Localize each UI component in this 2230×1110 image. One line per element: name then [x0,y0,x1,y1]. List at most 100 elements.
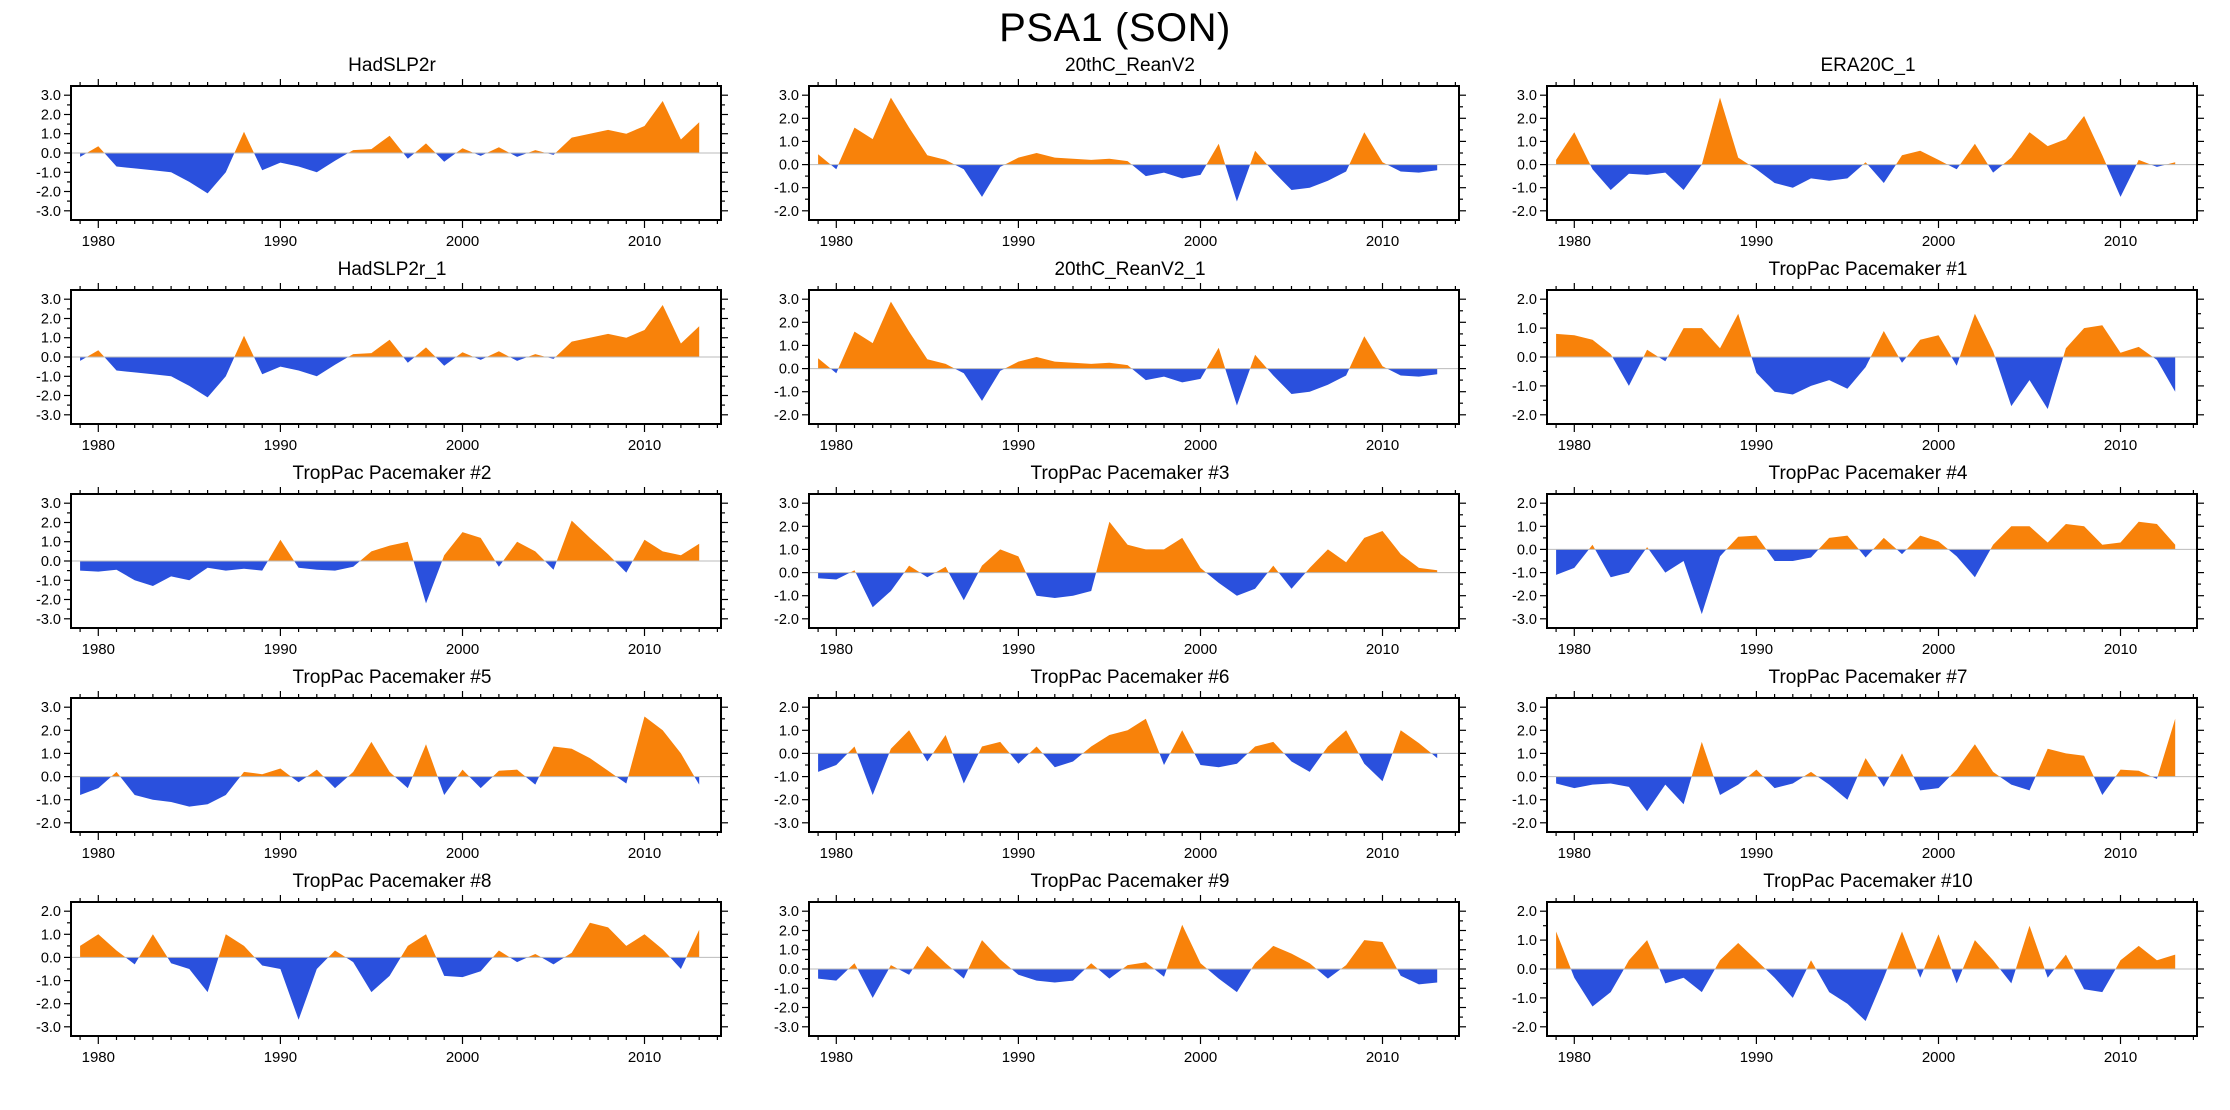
svg-text:1.0: 1.0 [779,134,799,150]
figure-title: PSA1 (SON) [999,6,1231,50]
chart-title: 20thC_ReanV2_1 [1054,259,1206,280]
figure: PSA1 (SON) HadSLP2r 1980 1990 2000 2010 3.0 2.… [0,6,2230,1071]
svg-text:2.0: 2.0 [41,516,61,532]
svg-text:-3.0: -3.0 [36,1020,61,1036]
svg-text:0.0: 0.0 [41,350,61,366]
plot-frame [70,493,722,629]
chart-panel: TropPac Pacemaker #10 1980 1990 2000 2010 2.0… [1495,869,2211,1071]
chart-panel: 20thC_ReanV2_1 1980 1990 2000 2010 3.0 2.0 1.0 0… [757,257,1473,459]
x-axis-ticks [1555,691,2195,840]
svg-text:1990: 1990 [1002,641,1035,658]
svg-text:2010: 2010 [628,845,661,862]
y-axis-labels: 3.0 2.0 1.0 0.0 -1.0 -2.0 -3.0 [36,88,61,220]
negative-area [80,957,700,1020]
y-axis-ticks [64,706,728,824]
svg-text:-3.0: -3.0 [36,408,61,424]
svg-text:1.0: 1.0 [1517,134,1537,150]
y-axis-labels: 3.0 2.0 1.0 0.0 -1.0 -2.0 [774,88,799,220]
chart-title: HadSLP2r [348,55,436,76]
svg-text:1990: 1990 [264,437,297,454]
chart-canvas: 1980 1990 2000 2010 3.0 2.0 1.0 0.0 -1.0 -2.0 [774,283,1466,454]
svg-text:-3.0: -3.0 [36,204,61,220]
svg-text:2010: 2010 [628,1049,661,1066]
svg-text:-3.0: -3.0 [1512,612,1537,628]
svg-text:2.0: 2.0 [1517,904,1537,920]
chart-canvas: 1980 1990 2000 2010 3.0 2.0 1.0 0.0 -1.0 -2.0 [36,691,728,862]
svg-text:1.0: 1.0 [779,338,799,354]
svg-text:2000: 2000 [1922,437,1955,454]
positive-area [818,521,1438,573]
chart-title: TropPac Pacemaker #6 [1030,667,1230,688]
charts-grid: HadSLP2r 1980 1990 2000 2010 3.0 2.0 1.0 0.0 -1.0… [0,53,2230,1071]
svg-text:-1.0: -1.0 [36,573,61,589]
svg-text:2000: 2000 [1184,233,1217,250]
svg-text:2010: 2010 [628,437,661,454]
svg-text:1.0: 1.0 [779,542,799,558]
svg-text:2.0: 2.0 [1517,111,1537,127]
x-axis-ticks [817,691,1457,840]
chart-title: ERA20C_1 [1820,55,1916,76]
svg-text:-2.0: -2.0 [1512,204,1537,220]
negative-area [1556,969,2176,1021]
svg-text:2000: 2000 [1922,845,1955,862]
plot-frame [808,85,1460,221]
svg-text:-1.0: -1.0 [774,770,799,786]
negative-area [1556,776,2176,812]
svg-text:-2.0: -2.0 [774,408,799,424]
svg-text:-2.0: -2.0 [1512,589,1537,605]
svg-text:1.0: 1.0 [1517,519,1537,535]
y-axis-ticks [802,298,1466,416]
x-axis-labels: 1980 1990 2000 2010 [820,845,1400,862]
svg-text:2010: 2010 [628,641,661,658]
svg-text:2.0: 2.0 [779,519,799,535]
y-axis-labels: 3.0 2.0 1.0 0.0 -1.0 -2.0 [1512,700,1537,832]
svg-text:1980: 1980 [82,845,115,862]
svg-text:-1.0: -1.0 [1512,991,1537,1007]
chart-canvas: 1980 1990 2000 2010 3.0 2.0 1.0 0.0 -1.0 -2.0 [774,487,1466,658]
svg-text:-1.0: -1.0 [36,974,61,990]
y-axis-labels: 2.0 1.0 0.0 -1.0 -2.0 [1512,292,1537,424]
svg-text:-2.0: -2.0 [1512,408,1537,424]
negative-area [1556,357,2176,409]
y-axis-labels: 3.0 2.0 1.0 0.0 -1.0 -2.0 -3.0 [36,496,61,628]
svg-text:1.0: 1.0 [41,535,61,551]
y-axis-labels: 3.0 2.0 1.0 0.0 -1.0 -2.0 -3.0 [774,904,799,1036]
svg-text:1990: 1990 [264,1049,297,1066]
plot-frame [808,901,1460,1037]
plot-frame [1546,493,2198,629]
svg-text:2000: 2000 [446,1049,479,1066]
svg-text:1.0: 1.0 [779,723,799,739]
chart-panel: ERA20C_1 1980 1990 2000 2010 3.0 2.0 1.0 0.0 -1.0… [1495,53,2211,255]
y-axis-labels: 2.0 1.0 0.0 -1.0 -2.0 -3.0 [36,904,61,1036]
svg-text:1.0: 1.0 [41,746,61,762]
svg-text:2000: 2000 [1184,437,1217,454]
plot-frame [1546,901,2198,1037]
svg-text:-1.0: -1.0 [1512,379,1537,395]
svg-text:-2.0: -2.0 [36,997,61,1013]
svg-text:1980: 1980 [82,437,115,454]
svg-text:0.0: 0.0 [1517,350,1537,366]
svg-text:-1.0: -1.0 [1512,181,1537,197]
positive-area [80,305,700,357]
svg-text:2.0: 2.0 [779,700,799,716]
chart-canvas: 1980 1990 2000 2010 3.0 2.0 1.0 0.0 -1.0 -2.0 -3.0 [36,487,728,658]
y-axis-ticks [64,910,728,1028]
svg-text:2010: 2010 [628,233,661,250]
negative-area [80,357,700,398]
chart-title: TropPac Pacemaker #9 [1030,871,1230,892]
svg-text:-2.0: -2.0 [36,185,61,201]
svg-text:1980: 1980 [820,437,853,454]
svg-text:-2.0: -2.0 [774,793,799,809]
svg-text:2.0: 2.0 [41,108,61,124]
positive-area [818,301,1438,369]
chart-title: TropPac Pacemaker #8 [292,871,492,892]
plot-frame [1546,289,2198,425]
svg-text:-1.0: -1.0 [774,181,799,197]
positive-area [80,101,700,153]
svg-text:1.0: 1.0 [1517,933,1537,949]
svg-text:1.0: 1.0 [41,927,61,943]
chart-canvas: 1980 1990 2000 2010 2.0 1.0 0.0 -1.0 -2.0 -3.0 [774,691,1466,862]
y-axis-ticks [64,298,728,416]
svg-text:1980: 1980 [1558,641,1591,658]
svg-text:0.0: 0.0 [41,770,61,786]
